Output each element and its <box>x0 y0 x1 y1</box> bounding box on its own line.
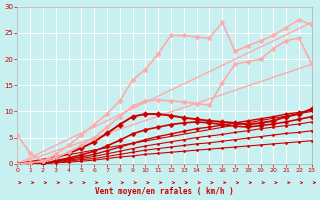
X-axis label: Vent moyen/en rafales ( km/h ): Vent moyen/en rafales ( km/h ) <box>95 187 234 196</box>
